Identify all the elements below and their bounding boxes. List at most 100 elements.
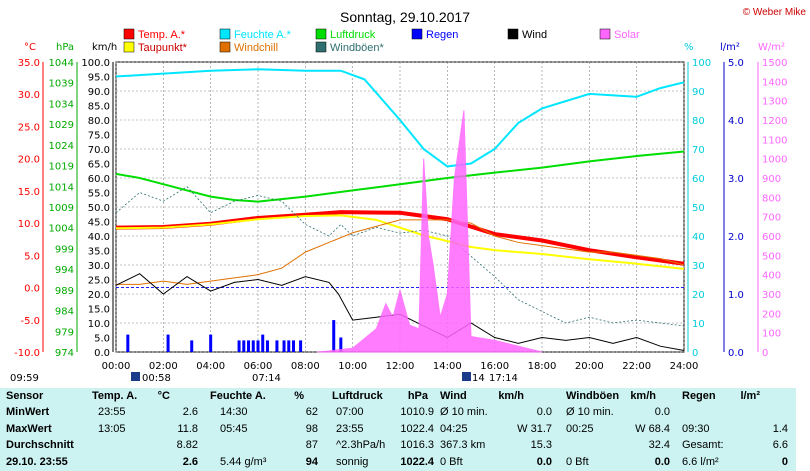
tick-label: 984 bbox=[55, 307, 74, 318]
table-cell: 2.6 bbox=[182, 406, 198, 418]
tick-label: 600 bbox=[762, 232, 781, 243]
axes: 35.0 30.0 25.0 20.0 15.0 10.0 5.0 0.0 -5.0 -10.0 °… bbox=[14, 42, 787, 372]
table-cell: 1010.9 bbox=[400, 406, 434, 418]
chart-title: Sonntag, 29.10.2017 bbox=[340, 9, 470, 25]
x-tick-label: 20:00 bbox=[575, 361, 604, 372]
table-cell: 87 bbox=[305, 439, 318, 451]
solar-area bbox=[317, 110, 543, 353]
series-line bbox=[115, 150, 685, 203]
rain-bar bbox=[261, 334, 265, 352]
tick-label: 1200 bbox=[762, 116, 787, 127]
tick-label: 900 bbox=[762, 174, 781, 185]
legend-label: Regen bbox=[426, 29, 458, 41]
x-tick-label: 18:00 bbox=[528, 361, 557, 372]
rain-bar bbox=[166, 334, 170, 352]
table-cell: 0 Bft bbox=[566, 455, 589, 468]
table-cell: 6.6 l/m² bbox=[682, 455, 719, 468]
tick-label: 70 bbox=[692, 145, 705, 156]
tick-label: 1009 bbox=[49, 203, 74, 214]
below-axis-info: 09:59 00:58 07:14 14 17:14 bbox=[10, 372, 518, 384]
tick-label: 1044 bbox=[49, 58, 74, 69]
sunset-time: 17:14 bbox=[489, 373, 518, 384]
tick-label: 50 bbox=[692, 203, 705, 214]
legend-swatch bbox=[123, 28, 135, 40]
legend-swatch bbox=[219, 28, 231, 40]
x-tick-label: 04:00 bbox=[196, 361, 225, 372]
chart-legend: Temp. A.* Feuchte A.* Luftdruck Regen Wind So… bbox=[123, 28, 640, 54]
tick-label: 10.0 bbox=[88, 319, 110, 330]
table-cell: W 31.7 bbox=[517, 422, 552, 435]
table-cell: Ø 10 min. bbox=[566, 406, 614, 418]
tick-label: 90.0 bbox=[88, 87, 110, 98]
tick-label: 95.0 bbox=[88, 73, 110, 84]
tick-label: 100.0 bbox=[81, 58, 110, 69]
legend-swatch bbox=[411, 28, 423, 40]
table-cell: Ø 10 min. bbox=[440, 406, 488, 418]
table-cell: 11.8 bbox=[177, 422, 198, 435]
legend-swatch bbox=[507, 28, 519, 40]
tick-label: 30.0 bbox=[88, 261, 110, 272]
x-tick-label: 24:00 bbox=[670, 361, 699, 372]
table-header: Luftdruck bbox=[332, 390, 383, 402]
tick-label: 4.0 bbox=[728, 116, 744, 127]
tick-label: 30 bbox=[692, 261, 705, 272]
legend-swatch bbox=[219, 41, 231, 53]
table-cell: 32.4 bbox=[648, 439, 670, 451]
tick-label: 100 bbox=[692, 58, 711, 69]
x-tick-label: 06:00 bbox=[244, 361, 273, 372]
tick-label: 40.0 bbox=[88, 232, 110, 243]
legend-label: Solar bbox=[614, 29, 640, 41]
tick-label: 0 bbox=[762, 348, 768, 359]
tick-label: -10.0 bbox=[14, 348, 40, 359]
legend-label: Temp. A.* bbox=[138, 29, 186, 41]
weather-chart: Sonntag, 29.10.2017 © Weber Mike Temp. A… bbox=[10, 7, 807, 384]
rain-bar bbox=[190, 340, 194, 352]
tick-label: 1029 bbox=[49, 120, 74, 131]
tick-label: 1.0 bbox=[728, 290, 744, 301]
table-cell: 23:55 bbox=[98, 406, 126, 418]
table-row-label: MinWert bbox=[6, 406, 50, 418]
tick-label: 5.0 bbox=[94, 334, 110, 345]
table-header: Wind bbox=[440, 390, 467, 402]
tick-label: 0.0 bbox=[94, 348, 110, 359]
tick-label: 1019 bbox=[49, 162, 74, 173]
table-cell: 1022.4 bbox=[400, 422, 434, 435]
table-row-label: MaxWert bbox=[6, 422, 52, 435]
tick-label: 800 bbox=[762, 193, 781, 204]
table-cell: 94 bbox=[305, 455, 318, 468]
tick-label: 80.0 bbox=[88, 116, 110, 127]
plot-area bbox=[115, 61, 685, 353]
tick-label: 700 bbox=[762, 213, 781, 224]
table-cell: 07:00 bbox=[336, 406, 364, 418]
rain-bar bbox=[247, 340, 251, 352]
tick-label: 989 bbox=[55, 286, 74, 297]
rain-bar bbox=[256, 340, 260, 352]
legend-label: Feuchte A.* bbox=[234, 29, 292, 41]
tick-label: 40 bbox=[692, 232, 705, 243]
tick-label: 1100 bbox=[762, 135, 787, 146]
table-cell: 04:25 bbox=[440, 422, 468, 435]
tick-label: 85.0 bbox=[88, 102, 110, 113]
legend-swatch bbox=[123, 41, 135, 53]
x-tick-label: 14:00 bbox=[433, 361, 462, 372]
rain-bar bbox=[265, 340, 269, 352]
tick-label: 30.0 bbox=[18, 90, 40, 101]
tick-label: 10 bbox=[692, 319, 705, 330]
series-line bbox=[115, 186, 685, 327]
table-cell: 00:25 bbox=[566, 422, 594, 435]
tick-label: 1000 bbox=[762, 155, 787, 166]
tick-label: 20 bbox=[692, 290, 705, 301]
table-cell: 0 Bft bbox=[440, 455, 463, 468]
sunrise-time: 00:58 bbox=[142, 373, 171, 384]
rain-bar bbox=[251, 340, 255, 352]
tick-label: 35.0 bbox=[88, 247, 110, 258]
tick-label: -5.0 bbox=[20, 316, 40, 327]
legend-label: Windchill bbox=[234, 42, 278, 54]
table-cell: 0.0 bbox=[654, 455, 670, 468]
copyright-text: © Weber Mike bbox=[743, 7, 807, 18]
tick-label: 60.0 bbox=[88, 174, 110, 185]
tick-label: 0.0 bbox=[728, 348, 744, 359]
tick-label: 1039 bbox=[49, 79, 74, 90]
tick-label: 500 bbox=[762, 251, 781, 262]
tick-label: 0 bbox=[692, 348, 698, 359]
